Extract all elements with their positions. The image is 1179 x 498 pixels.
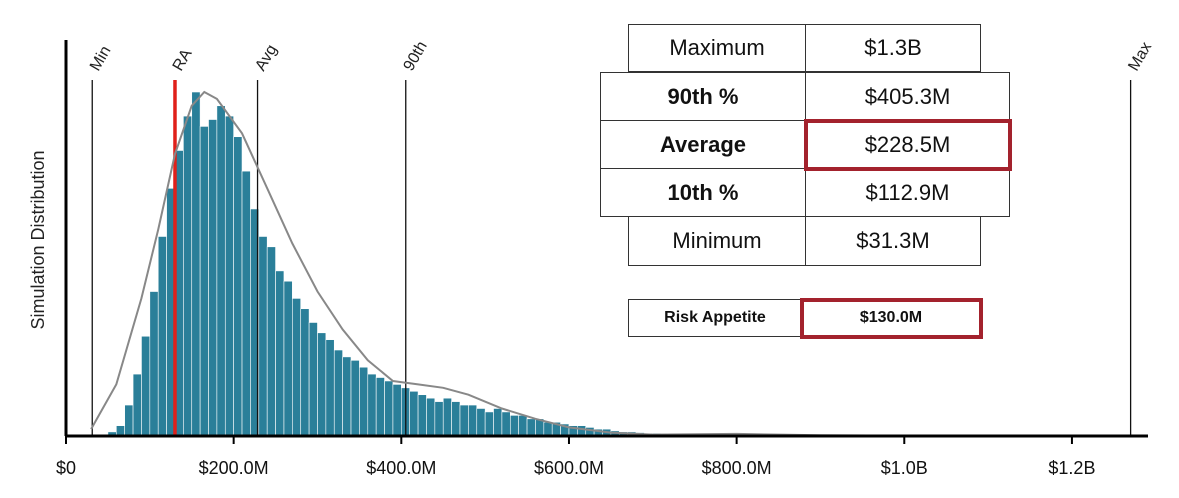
histogram-bar xyxy=(224,115,234,437)
risk-appetite-row: Risk Appetite $130.0M xyxy=(628,297,983,339)
histogram-bar xyxy=(342,356,352,437)
histogram-bar xyxy=(258,236,268,437)
density-curve xyxy=(90,90,1131,437)
histogram-bar xyxy=(493,408,503,437)
histogram-bar xyxy=(266,246,276,437)
stats-value-maximum: $1.3B xyxy=(805,24,981,72)
stats-label-10th: 10th % xyxy=(600,168,806,217)
histogram-bar xyxy=(577,425,587,437)
histogram-bar xyxy=(442,397,452,437)
stats-label-minimum: Minimum xyxy=(628,216,806,266)
histogram-bar xyxy=(526,418,536,437)
histogram-bar xyxy=(216,105,226,437)
histogram-bar xyxy=(183,115,193,437)
stats-label-average: Average xyxy=(600,120,806,169)
histogram-bar xyxy=(409,390,419,437)
histogram-bar xyxy=(325,339,335,437)
histogram-bar xyxy=(300,308,310,437)
risk-appetite-label: Risk Appetite xyxy=(628,299,802,337)
stats-value-90th: $405.3M xyxy=(805,72,1010,121)
stats-row-90th: 90th % $405.3M xyxy=(600,72,1010,121)
marker-label-max: Max xyxy=(1125,39,1155,74)
histogram-bar xyxy=(392,384,402,437)
histogram-bar xyxy=(350,360,360,437)
histogram-bar xyxy=(283,280,293,437)
histogram-bar xyxy=(317,332,327,437)
histogram-bar xyxy=(375,377,385,437)
histogram-bar xyxy=(208,119,218,437)
stats-row-average: Average $228.5M xyxy=(600,118,1012,171)
marker-label-min: Min xyxy=(87,43,115,74)
histogram-bar xyxy=(509,415,519,437)
x-tick-label: $1.0B xyxy=(881,458,928,478)
x-tick-label: $0 xyxy=(56,458,76,478)
histogram-bar xyxy=(199,126,209,437)
histogram-bar xyxy=(384,380,394,437)
histogram-bar xyxy=(518,415,528,437)
x-tick-label: $200.0M xyxy=(199,458,269,478)
stats-row-maximum: Maximum $1.3B xyxy=(628,24,981,72)
histogram-bar xyxy=(275,270,285,437)
histogram-bar xyxy=(292,298,302,437)
stats-table-middle: 90th % $405.3M Average $228.5M 10th % $1… xyxy=(600,72,1012,217)
histogram-bar xyxy=(333,349,343,437)
stats-row-10th: 10th % $112.9M xyxy=(600,168,1010,217)
stats-table-bottom: Minimum $31.3M xyxy=(628,216,981,266)
histogram-bar xyxy=(149,291,159,437)
stats-value-minimum: $31.3M xyxy=(805,216,981,266)
histogram-bar xyxy=(543,421,553,437)
stats-label-maximum: Maximum xyxy=(628,24,806,72)
histogram-bar xyxy=(124,404,134,437)
histogram-bar xyxy=(484,411,494,437)
x-tick-label: $800.0M xyxy=(702,458,772,478)
stats-value-10th: $112.9M xyxy=(805,168,1010,217)
x-tick-label: $400.0M xyxy=(366,458,436,478)
stats-row-minimum: Minimum $31.3M xyxy=(628,216,981,266)
histogram-bar xyxy=(191,91,201,437)
histogram-bar xyxy=(359,366,369,437)
x-tick-label: $600.0M xyxy=(534,458,604,478)
histogram-bar xyxy=(468,404,478,437)
x-tick-label: $1.2B xyxy=(1048,458,1095,478)
risk-appetite-value: $130.0M xyxy=(799,297,983,339)
y-axis-label: Simulation Distribution xyxy=(28,150,48,329)
histogram-bar xyxy=(308,322,318,437)
histogram-bar xyxy=(459,404,469,437)
histogram-bar xyxy=(476,408,486,437)
histogram-bar xyxy=(451,401,461,437)
histogram-bar xyxy=(241,170,251,437)
stats-value-average: $228.5M xyxy=(803,118,1012,171)
marker-label-90th: 90th xyxy=(400,39,430,74)
stats-label-90th: 90th % xyxy=(600,72,806,121)
histogram-bar xyxy=(426,397,436,437)
histogram-bar xyxy=(233,136,243,437)
marker-label-avg: Avg xyxy=(252,42,280,74)
histogram-bar xyxy=(501,411,511,437)
histogram-bar xyxy=(141,335,151,437)
marker-label-ra: RA xyxy=(170,46,196,74)
histogram-bar xyxy=(115,425,125,437)
stats-table-top: Maximum $1.3B xyxy=(628,24,981,72)
histogram-bar xyxy=(157,236,167,437)
histogram-bar xyxy=(132,373,142,437)
risk-appetite-table: Risk Appetite $130.0M xyxy=(628,297,983,339)
histogram-bar xyxy=(367,373,377,437)
histogram-bar xyxy=(434,401,444,437)
histogram-bar xyxy=(417,394,427,437)
